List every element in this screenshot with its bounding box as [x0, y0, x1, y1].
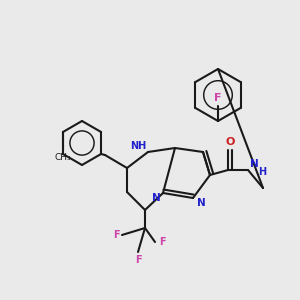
- Text: N: N: [250, 159, 258, 169]
- Text: F: F: [159, 237, 165, 247]
- Text: N: N: [196, 198, 206, 208]
- Text: N: N: [152, 193, 160, 203]
- Text: F: F: [113, 230, 119, 240]
- Text: F: F: [135, 255, 141, 265]
- Text: NH: NH: [130, 141, 146, 151]
- Text: F: F: [214, 93, 222, 103]
- Text: CH₃: CH₃: [55, 154, 71, 163]
- Text: H: H: [258, 167, 266, 177]
- Text: O: O: [225, 137, 235, 147]
